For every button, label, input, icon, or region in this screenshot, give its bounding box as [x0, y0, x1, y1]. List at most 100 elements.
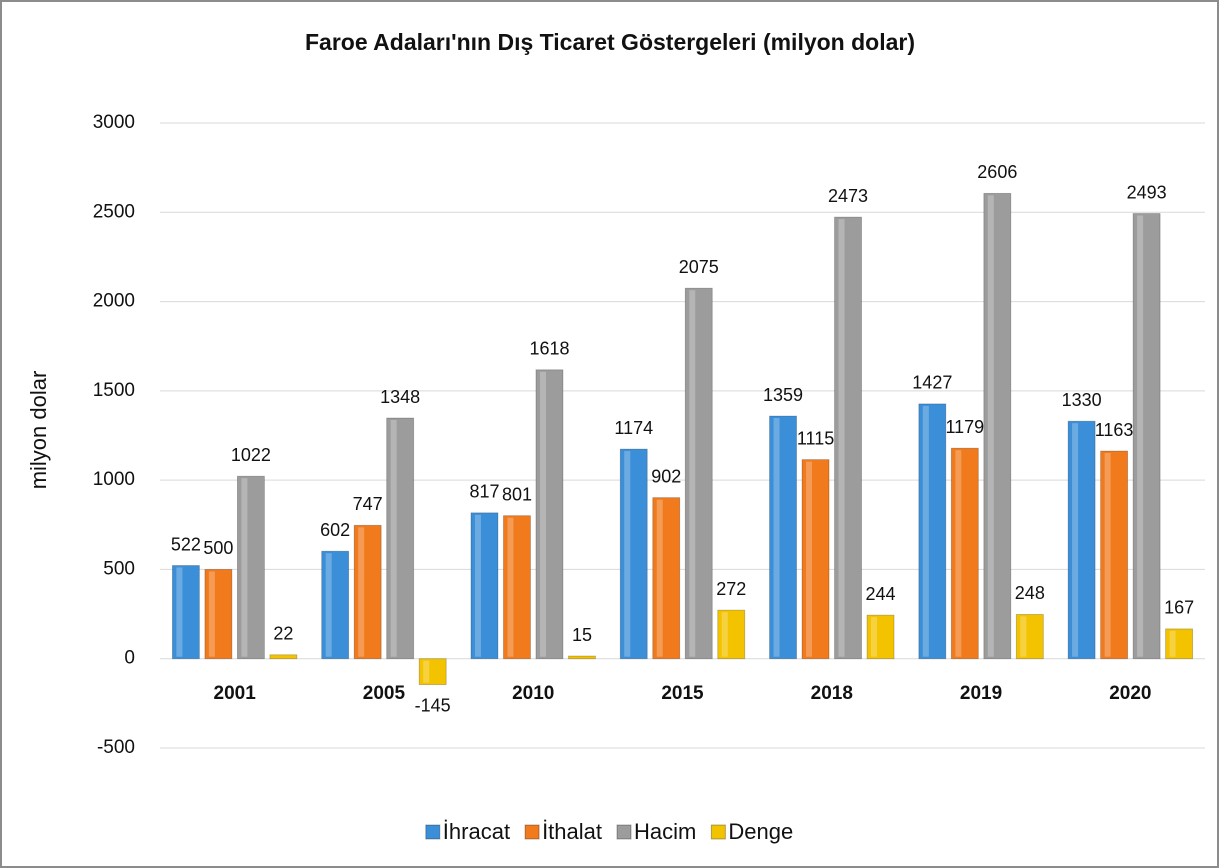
- bar: [353, 524, 382, 660]
- legend-label: İhracat: [443, 819, 510, 844]
- bar-highlight: [987, 195, 994, 657]
- bar-highlight: [358, 527, 365, 657]
- bar: [470, 512, 499, 660]
- data-label: 1359: [763, 385, 803, 405]
- bar: [386, 417, 415, 660]
- bar-highlight: [721, 612, 728, 657]
- data-label: 817: [469, 482, 499, 502]
- bar-highlight: [922, 405, 929, 657]
- x-tick-label: 2010: [512, 683, 554, 704]
- data-label: 2075: [679, 257, 719, 277]
- data-label: 1427: [912, 373, 952, 393]
- data-label: 1330: [1062, 390, 1102, 410]
- data-label: 747: [353, 494, 383, 514]
- y-tick-label: 1500: [93, 380, 135, 401]
- bar-highlight: [624, 451, 631, 657]
- data-label: 2473: [828, 186, 868, 206]
- bar: [1165, 628, 1194, 660]
- data-label: 167: [1164, 598, 1194, 618]
- bar-highlight: [1072, 423, 1079, 657]
- data-label: 1174: [614, 418, 653, 438]
- data-label: 1618: [529, 339, 569, 359]
- x-tick-label: 2005: [363, 683, 406, 704]
- data-label: 1022: [231, 445, 271, 465]
- data-label: 248: [1015, 583, 1045, 603]
- bar-highlight: [1104, 453, 1111, 657]
- bar: [652, 497, 681, 660]
- bar: [321, 550, 350, 660]
- bar: [950, 447, 979, 660]
- x-tick-label: 2015: [661, 683, 704, 704]
- bar: [918, 403, 947, 660]
- data-label: 272: [716, 579, 746, 599]
- bar-highlight: [423, 660, 430, 683]
- x-tick-label: 2001: [214, 683, 257, 704]
- bar-highlight: [871, 617, 878, 657]
- bar-highlight: [1020, 616, 1027, 657]
- y-tick-label: -500: [97, 737, 135, 758]
- legend-label: Denge: [728, 819, 793, 844]
- data-label: -145: [415, 695, 451, 715]
- bar: [535, 369, 564, 660]
- y-tick-label: 0: [124, 648, 135, 669]
- bar-highlight: [773, 418, 780, 657]
- bar-highlight: [539, 371, 546, 657]
- bar-highlight: [208, 571, 215, 657]
- bar: [684, 287, 713, 660]
- bar-highlight: [1169, 630, 1176, 657]
- bar-highlight: [806, 461, 813, 657]
- bar: [801, 459, 830, 660]
- legend-swatch: [710, 824, 726, 840]
- bar: [568, 655, 596, 660]
- bar-highlight: [689, 290, 696, 657]
- y-axis-label: milyon dolar: [26, 371, 51, 490]
- bar: [1015, 614, 1044, 660]
- y-tick-label: 3000: [93, 112, 135, 133]
- x-tick-label: 2018: [811, 683, 853, 704]
- bar: [717, 609, 746, 660]
- bar: [1100, 450, 1129, 660]
- legend-label: Hacim: [634, 819, 696, 844]
- bar-highlight: [507, 517, 514, 657]
- y-tick-label: 500: [103, 558, 135, 579]
- data-label: 902: [651, 466, 681, 486]
- bar: [619, 448, 648, 660]
- data-label: 1163: [1095, 420, 1134, 440]
- data-label: 801: [502, 484, 532, 504]
- bar: [1132, 213, 1161, 660]
- legend-swatch: [425, 824, 441, 840]
- bar-highlight: [390, 420, 397, 657]
- x-tick-label: 2020: [1109, 683, 1151, 704]
- bar: [236, 475, 265, 660]
- bar-highlight: [325, 553, 332, 657]
- data-label: 244: [866, 584, 896, 604]
- bar-highlight: [176, 567, 183, 657]
- data-label: 15: [572, 625, 592, 645]
- data-label: 2606: [977, 162, 1017, 182]
- y-tick-label: 2500: [93, 201, 135, 222]
- data-label: 2493: [1127, 182, 1167, 202]
- x-tick-label: 2019: [960, 683, 1002, 704]
- bar: [171, 565, 200, 660]
- legend-swatch: [616, 824, 632, 840]
- bar: [834, 216, 862, 660]
- bar: [1067, 420, 1096, 660]
- data-label: 1179: [945, 417, 984, 437]
- bar: [204, 569, 233, 660]
- bar: [769, 415, 797, 660]
- data-label: 522: [171, 534, 201, 554]
- bar-highlight: [955, 450, 962, 657]
- bar-highlight: [656, 499, 663, 657]
- data-label: 22: [273, 624, 293, 644]
- data-label: 1115: [797, 428, 834, 448]
- y-tick-label: 2000: [93, 291, 135, 312]
- legend-label: İthalat: [542, 819, 602, 844]
- bar-highlight: [474, 514, 481, 657]
- bar: [866, 614, 895, 660]
- bar: [418, 658, 447, 686]
- chart-title: Faroe Adaları'nın Dış Ticaret Göstergele…: [305, 29, 915, 55]
- bar: [983, 192, 1012, 660]
- data-label: 602: [320, 520, 350, 540]
